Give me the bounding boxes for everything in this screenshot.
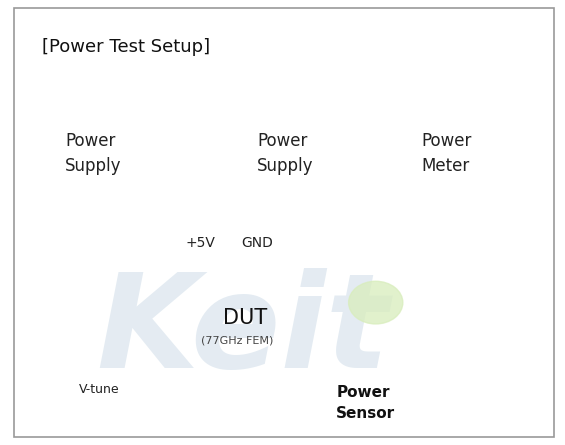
Text: +5V: +5V bbox=[186, 235, 215, 250]
Text: [Power Test Setup]: [Power Test Setup] bbox=[42, 38, 211, 56]
Circle shape bbox=[349, 281, 403, 324]
Text: V-tune: V-tune bbox=[79, 383, 119, 396]
Text: DUT: DUT bbox=[223, 308, 267, 328]
Text: Power
Meter: Power Meter bbox=[421, 132, 471, 175]
Text: GND: GND bbox=[241, 235, 273, 250]
Text: Power
Supply: Power Supply bbox=[65, 132, 121, 175]
Text: Power
Sensor: Power Sensor bbox=[336, 385, 396, 421]
Text: Keit: Keit bbox=[97, 268, 389, 395]
Text: Power
Supply: Power Supply bbox=[257, 132, 314, 175]
Text: (77GHz FEM): (77GHz FEM) bbox=[201, 336, 273, 345]
